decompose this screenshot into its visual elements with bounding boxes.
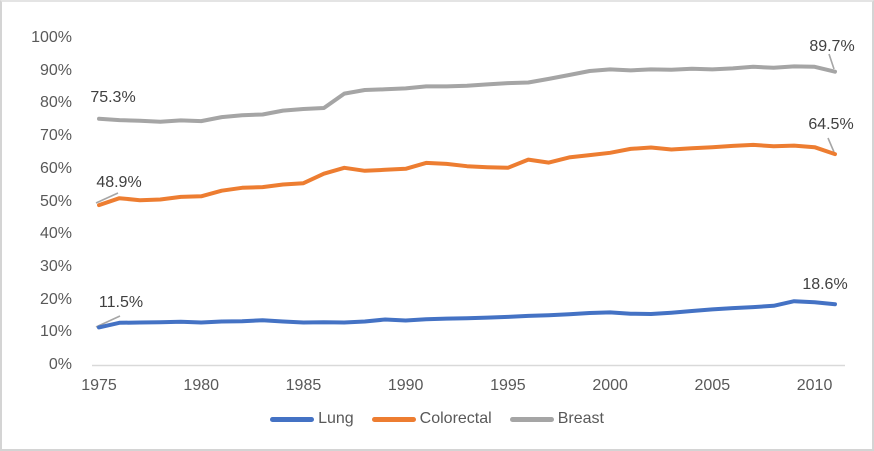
legend: Lung Colorectal Breast — [2, 409, 872, 429]
data-label-leader-line — [828, 53, 835, 70]
legend-item-colorectal[interactable]: Colorectal — [371, 409, 492, 429]
legend-label-lung: Lung — [318, 410, 354, 427]
x-axis-tick-label: 1985 — [285, 377, 322, 394]
data-label-lung-first: 11.5% — [98, 294, 144, 312]
y-axis-tick-label: 100% — [31, 29, 72, 46]
y-axis-tick-label: 80% — [39, 94, 72, 112]
y-axis-tick-label: 30% — [39, 257, 72, 275]
series-line-breast[interactable] — [97, 64, 837, 124]
data-label-lung-last: 18.6% — [802, 276, 848, 294]
y-axis-tick-label: 10% — [39, 323, 72, 341]
legend-label-breast: Breast — [557, 410, 604, 427]
y-axis-tick-label: 70% — [39, 127, 72, 145]
series-line-colorectal[interactable] — [97, 142, 837, 208]
data-label-leader-line — [827, 137, 835, 153]
x-axis-tick-label: 2005 — [694, 377, 731, 394]
series-line-lung[interactable] — [97, 299, 837, 330]
y-axis-tick-label: 20% — [39, 290, 72, 308]
y-axis-tick-label: 40% — [39, 225, 72, 243]
x-axis-tick-label: 1975 — [81, 377, 117, 394]
y-axis-tick-label: 90% — [39, 61, 72, 79]
data-label-breast-last: 89.7% — [809, 37, 855, 55]
data-label-leader-line — [95, 192, 119, 204]
y-axis-tick-label: 60% — [39, 159, 72, 177]
x-axis-tick-label: 1980 — [183, 377, 220, 394]
legend-item-breast[interactable]: Breast — [509, 409, 604, 429]
lung-series-marker-icon — [270, 416, 315, 422]
y-axis-tick-label: 50% — [39, 192, 72, 210]
data-label-colorectal-first: 48.9% — [96, 174, 142, 192]
data-label-breast-first: 75.3% — [90, 88, 136, 106]
x-axis-tick-label: 2000 — [592, 377, 628, 394]
colorectal-series-marker-icon — [371, 416, 416, 422]
legend-item-lung[interactable]: Lung — [270, 409, 354, 429]
legend-label-colorectal: Colorectal — [419, 410, 492, 427]
x-axis-tick-label: 2010 — [796, 377, 833, 394]
y-axis-tick-label: 0% — [48, 356, 72, 373]
data-label-colorectal-last: 64.5% — [808, 116, 854, 134]
x-axis-tick-label: 1995 — [490, 377, 526, 394]
breast-series-marker-icon — [509, 416, 554, 422]
x-axis-tick-label: 1990 — [387, 377, 424, 394]
